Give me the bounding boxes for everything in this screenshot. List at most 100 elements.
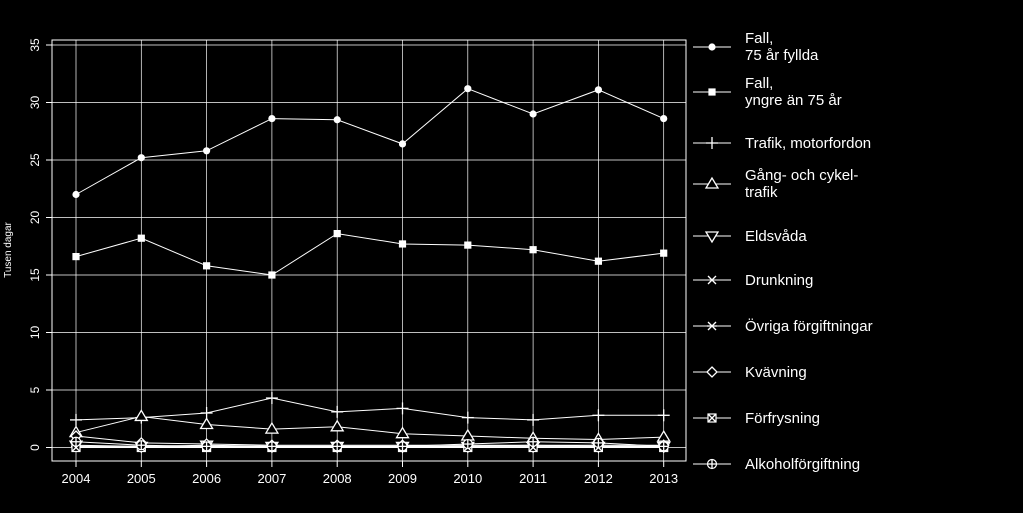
- x-tick-label: 2007: [257, 471, 286, 486]
- legend-label: Drunkning: [745, 272, 813, 289]
- y-axis-label: Tusen dagar: [3, 221, 14, 277]
- plot-frame: [51, 39, 687, 462]
- data-point: [593, 437, 604, 448]
- series-3: [70, 392, 670, 426]
- y-tick-label: 0: [28, 444, 42, 451]
- data-point: [264, 421, 280, 434]
- data-point: [461, 411, 474, 424]
- legend-marker: [706, 366, 718, 378]
- series-1: [72, 85, 668, 199]
- legend-item: Eldsvåda: [693, 228, 807, 245]
- data-point: [592, 409, 605, 422]
- data-point: [529, 110, 537, 118]
- legend-item: Övriga förgiftningar: [693, 317, 873, 335]
- data-point: [72, 253, 80, 261]
- legend-marker: [706, 137, 718, 149]
- x-tick-label: 2010: [453, 471, 482, 486]
- x-tick-label: 2008: [323, 471, 352, 486]
- x-tick-label: 2012: [584, 471, 613, 486]
- data-point: [464, 241, 472, 249]
- data-point: [70, 436, 82, 447]
- legend-item: Trafik, motorfordon: [693, 135, 871, 152]
- data-point: [594, 257, 602, 265]
- series-line: [75, 233, 664, 276]
- series-line: [75, 415, 664, 440]
- x-tick-label: 2013: [649, 471, 678, 486]
- legend-label: Fall, 75 år fyllda: [745, 30, 819, 64]
- y-tick-label: 20: [28, 211, 42, 225]
- data-point: [268, 271, 276, 279]
- legend-marker: [707, 413, 717, 423]
- data-point: [201, 441, 212, 452]
- data-point: [266, 441, 277, 452]
- data-point: [134, 409, 149, 422]
- legend-marker: [706, 458, 718, 470]
- legend-label: Kvävning: [745, 364, 807, 381]
- legend-label: Alkoholförgiftning: [745, 456, 860, 473]
- legend-item: Alkoholförgiftning: [693, 456, 860, 473]
- x-tick-label: 2005: [127, 471, 156, 486]
- series-2: [72, 230, 668, 279]
- data-point: [333, 230, 341, 238]
- data-point: [268, 115, 276, 123]
- legend-item: Förfrysning: [693, 410, 820, 427]
- legend-item: Fall, 75 år fyllda: [693, 30, 819, 64]
- y-tick-label: 15: [28, 268, 42, 282]
- data-point: [594, 86, 603, 94]
- data-point: [397, 441, 408, 452]
- legend-marker: [707, 321, 717, 331]
- data-point: [657, 409, 670, 422]
- y-tick-label: 5: [28, 386, 42, 393]
- data-point: [203, 262, 211, 270]
- data-point: [200, 407, 213, 419]
- legend-marker: [708, 88, 716, 96]
- x-tick-label: 2006: [192, 471, 221, 486]
- y-tick-label: 35: [28, 38, 42, 52]
- legend-marker: [707, 275, 717, 285]
- legend-item: Drunkning: [693, 272, 813, 289]
- series-line: [75, 441, 664, 447]
- series-line: [75, 88, 664, 195]
- data-point: [333, 116, 341, 124]
- legend-label: Förfrysning: [745, 410, 820, 427]
- y-tick-label: 30: [28, 96, 42, 110]
- legend-marker: [704, 176, 720, 189]
- data-point: [70, 413, 82, 426]
- data-point: [658, 441, 669, 452]
- legend-label: Eldsvåda: [745, 228, 807, 245]
- x-tick-label: 2004: [62, 471, 91, 486]
- y-tick-label: 10: [28, 326, 42, 340]
- data-point: [137, 234, 145, 242]
- data-point: [395, 426, 410, 439]
- x-axis: 2004 2005 2006 2007 2008 2009 2010 2011 2012 2013: [62, 461, 678, 486]
- data-point: [529, 246, 537, 254]
- data-point: [462, 438, 473, 450]
- data-point: [72, 190, 80, 199]
- data-point: [332, 441, 343, 452]
- legend-item: Fall, yngre än 75 år: [693, 75, 842, 109]
- data-point: [137, 154, 145, 162]
- data-point: [527, 436, 539, 447]
- series-layer: [68, 85, 671, 454]
- series-line: [75, 435, 664, 446]
- data-point: [660, 115, 668, 123]
- y-tick-label: 25: [28, 153, 42, 167]
- legend-item: Kvävning: [693, 364, 807, 381]
- data-point: [331, 405, 344, 418]
- legend-marker: [704, 231, 720, 244]
- x-tick-label: 2009: [388, 471, 417, 486]
- series-line: [75, 397, 664, 421]
- series-10: [70, 436, 669, 452]
- legend-label: Övriga förgiftningar: [745, 317, 873, 335]
- legend: Fall, 75 år fyllda Fall, yngre än 75 år Traf…: [693, 30, 873, 473]
- legend-label: Trafik, motorfordon: [745, 135, 871, 152]
- data-point: [265, 392, 278, 405]
- legend-label: Fall, yngre än 75 år: [745, 75, 842, 109]
- data-point: [527, 413, 540, 426]
- data-point: [398, 140, 407, 148]
- data-point: [203, 147, 211, 155]
- data-point: [398, 240, 407, 248]
- data-point: [464, 85, 472, 93]
